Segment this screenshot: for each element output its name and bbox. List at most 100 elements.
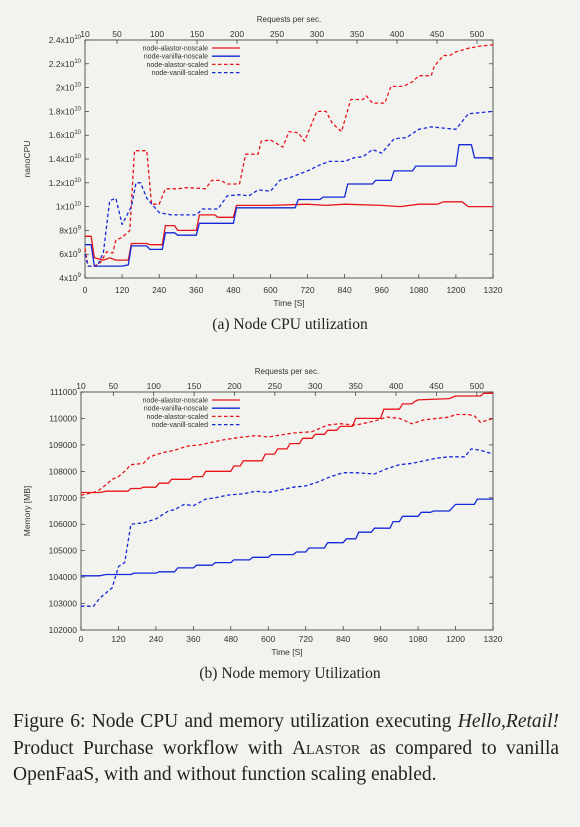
- y-axis-label: Memory [MB]: [22, 486, 32, 537]
- y-tick-label: 108000: [49, 466, 78, 476]
- y-tick-label: 1.4x1010: [49, 154, 82, 164]
- top-tick-label: 400: [389, 381, 403, 391]
- x-tick-label: 1080: [409, 634, 428, 644]
- x-axis-label: Time [S]: [271, 647, 302, 657]
- top-tick-label: 250: [270, 29, 284, 39]
- y-tick-label: 110000: [49, 413, 77, 423]
- y-tick-label: 111000: [50, 387, 77, 397]
- figure-text-3: as compared to vanilla OpenFaaS, with an…: [13, 737, 560, 786]
- y-tick-label: 2.2x1010: [49, 59, 82, 69]
- x-tick-label: 840: [336, 634, 350, 644]
- top-tick-label: 350: [349, 381, 363, 391]
- top-tick-label: 450: [429, 381, 443, 391]
- plot-frame: [84, 39, 494, 279]
- figure-text-2: Product Purchase workflow with: [13, 737, 283, 759]
- y-tick-label: 103000: [49, 599, 78, 609]
- figure-label: Figure 6:: [13, 711, 86, 732]
- figure-system-name: Alastor: [291, 737, 361, 759]
- subcaption-a: (a) Node CPU utilization: [212, 316, 368, 333]
- x-tick-label: 1080: [409, 285, 428, 295]
- top-tick-label: 100: [150, 29, 164, 39]
- y-tick-label: 107000: [49, 493, 78, 503]
- x-tick-label: 960: [375, 285, 389, 295]
- top-tick-label: 10: [76, 381, 86, 391]
- x-tick-label: 480: [226, 285, 240, 295]
- legend-label: node-vanill-scaled: [152, 422, 209, 429]
- y-tick-label: 6x109: [59, 249, 81, 259]
- x-tick-label: 120: [115, 285, 129, 295]
- top-tick-label: 500: [470, 29, 484, 39]
- y-tick-label: 105000: [49, 546, 78, 556]
- x-tick-label: 480: [224, 634, 238, 644]
- top-tick-label: 200: [227, 381, 241, 391]
- figure-text-italic: Hello,Retail!: [457, 711, 559, 732]
- series-line-node-vanill-scaled: [84, 110, 494, 267]
- top-tick-label: 300: [308, 381, 322, 391]
- y-tick-label: 2x1010: [56, 83, 82, 93]
- top-tick-label: 500: [470, 381, 484, 391]
- y-axis-label: nanoCPU: [22, 141, 32, 178]
- x-tick-label: 120: [111, 634, 125, 644]
- y-tick-label: 1.2x1010: [49, 178, 82, 188]
- legend-label: node-alastor-noscale: [143, 46, 208, 53]
- y-tick-label: 8x109: [59, 225, 81, 235]
- x-tick-label: 360: [186, 634, 200, 644]
- series-line-node-vanilla-noscale: [85, 144, 493, 267]
- series-line-node-vanilla-noscale: [81, 498, 493, 577]
- legend-label: node-vanilla-noscale: [144, 406, 208, 413]
- x-tick-label: 1320: [484, 634, 503, 644]
- y-tick-label: 1x1010: [56, 202, 82, 212]
- x-tick-label: 0: [83, 285, 88, 295]
- top-tick-label: 10: [80, 29, 90, 39]
- y-tick-label: 4x109: [59, 273, 81, 283]
- top-tick-label: 450: [430, 29, 444, 39]
- series-line-node-vanill-scaled: [81, 448, 494, 607]
- legend-label: node-alastor-noscale: [143, 398, 208, 405]
- x-axis-label: Time [S]: [273, 298, 304, 308]
- y-tick-label: 104000: [49, 572, 78, 582]
- y-tick-label: 1.8x1010: [49, 106, 82, 116]
- subcaption-b: (b) Node memory Utilization: [199, 665, 381, 682]
- series-line-node-alastor-noscale: [81, 392, 493, 494]
- y-tick-label: 2.4x1010: [49, 35, 82, 45]
- x-tick-label: 1320: [484, 285, 503, 295]
- y-tick-label: 102000: [49, 625, 78, 635]
- y-tick-label: 109000: [49, 440, 78, 450]
- top-tick-label: 250: [268, 381, 282, 391]
- top-axis-label: Requests per sec.: [255, 367, 319, 376]
- legend-label: node-alastor-scaled: [147, 414, 209, 421]
- legend-label: node-vanilla-noscale: [144, 54, 208, 61]
- top-tick-label: 400: [390, 29, 404, 39]
- x-tick-label: 1200: [446, 285, 465, 295]
- top-tick-label: 200: [230, 29, 244, 39]
- y-tick-label: 1.6x1010: [49, 130, 82, 140]
- top-tick-label: 50: [109, 381, 119, 391]
- x-tick-label: 600: [263, 285, 277, 295]
- top-tick-label: 350: [350, 29, 364, 39]
- x-tick-label: 0: [79, 634, 84, 644]
- plot-frame: [80, 391, 494, 631]
- cpu-chart: 0 120 240 360 480 600 720 840 960 1080 1200 1320 10 5…: [22, 15, 503, 308]
- figure-text-1: Node CPU and memory utilization executin…: [91, 711, 452, 732]
- top-axis-label: Requests per sec.: [257, 15, 321, 24]
- top-tick-label: 100: [147, 381, 161, 391]
- x-tick-label: 360: [189, 285, 203, 295]
- top-tick-label: 150: [190, 29, 204, 39]
- figure-caption: Figure 6: Node CPU and memory utilizatio…: [13, 709, 559, 789]
- x-tick-label: 720: [300, 285, 314, 295]
- series-line-node-alastor-scaled: [80, 413, 494, 496]
- x-tick-label: 1200: [446, 634, 465, 644]
- x-tick-label: 840: [338, 285, 352, 295]
- x-tick-label: 240: [149, 634, 163, 644]
- x-tick-label: 720: [299, 634, 313, 644]
- top-tick-label: 150: [187, 381, 201, 391]
- x-tick-label: 960: [374, 634, 388, 644]
- x-tick-label: 240: [152, 285, 166, 295]
- top-tick-label: 300: [310, 29, 324, 39]
- y-tick-label: 106000: [49, 519, 78, 529]
- legend-label: node-vanill-scaled: [152, 70, 209, 77]
- series-line-node-alastor-noscale: [85, 201, 493, 261]
- x-tick-label: 600: [261, 634, 275, 644]
- legend-label: node-alastor-scaled: [147, 62, 209, 69]
